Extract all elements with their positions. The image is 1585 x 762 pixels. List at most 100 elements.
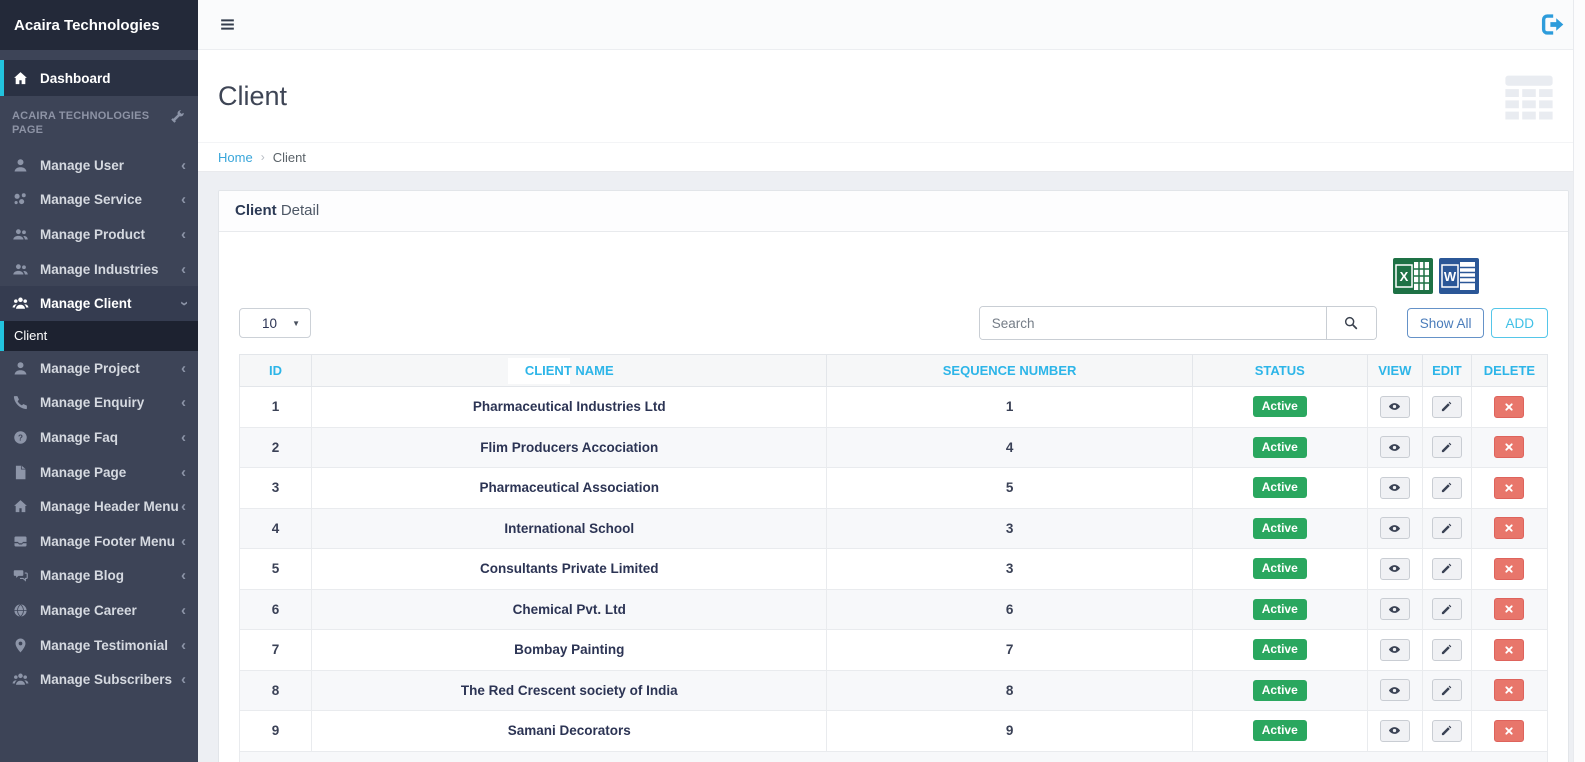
chevron-left-icon <box>181 465 186 480</box>
edit-button[interactable] <box>1431 719 1462 742</box>
table-row: 2 Flim Producers Accociation 4 Active <box>238 426 1549 468</box>
header-edit: EDIT <box>1421 354 1472 387</box>
sidebar-item-manage-product[interactable]: Manage Product <box>0 217 198 252</box>
sidebar-subitem-client[interactable]: Client <box>0 320 198 351</box>
chevron-left-icon <box>181 192 186 207</box>
search-button[interactable] <box>1325 307 1376 339</box>
sidebar-item-manage-faq[interactable]: Manage Faq <box>0 420 198 455</box>
edit-button[interactable] <box>1431 557 1462 580</box>
delete-button[interactable] <box>1494 436 1525 459</box>
add-button[interactable]: ADD <box>1491 308 1548 338</box>
delete-button[interactable] <box>1494 517 1525 540</box>
logout-button[interactable] <box>1538 11 1565 38</box>
header-status[interactable]: STATUS <box>1191 354 1368 387</box>
phone-icon <box>12 394 30 411</box>
table-row: 8 The Red Crescent society of India 8 Ac… <box>238 669 1549 711</box>
view-button[interactable] <box>1379 395 1410 418</box>
caret-down-icon: ▼ <box>292 318 300 328</box>
table-row: 9 Samani Decorators 9 Active <box>238 710 1549 752</box>
sidebar-item-manage-testimonial[interactable]: Manage Testimonial <box>0 628 198 663</box>
sidebar-item-manage-footer-menu[interactable]: Manage Footer Menu <box>0 524 198 559</box>
header-id[interactable]: ID <box>238 354 313 387</box>
view-button[interactable] <box>1379 476 1410 499</box>
client-table: ID CLIENT NAME SEQUENCE NUMBER STATUS VI… <box>238 354 1549 752</box>
sidebar-item-manage-user[interactable]: Manage User <box>0 148 198 183</box>
page-scrollbar[interactable] <box>1573 0 1585 762</box>
table-row: 1 Pharmaceutical Industries Ltd 1 Active <box>238 386 1549 428</box>
chevron-left-icon <box>181 227 186 242</box>
breadcrumb-home-link[interactable]: Home <box>218 149 253 165</box>
x-icon <box>1504 483 1514 493</box>
cell-client-name: Pharmaceutical Association <box>311 467 828 509</box>
edit-button[interactable] <box>1431 517 1462 540</box>
sidebar-item-manage-client[interactable]: Manage Client <box>0 286 198 321</box>
search-input[interactable] <box>979 307 1326 339</box>
header-client-name[interactable]: CLIENT NAME <box>311 354 828 387</box>
status-badge: Active <box>1252 679 1307 701</box>
eye-icon <box>1388 562 1401 575</box>
view-button[interactable] <box>1379 517 1410 540</box>
user-icon <box>12 157 30 174</box>
delete-button[interactable] <box>1494 557 1525 580</box>
pencil-icon <box>1440 400 1453 413</box>
app-title: Acaira Technologies <box>0 0 198 50</box>
menu-toggle-button[interactable] <box>218 15 237 34</box>
x-icon <box>1504 523 1514 533</box>
breadcrumb-current: Client <box>272 149 306 165</box>
table-row-partial <box>239 751 1548 762</box>
cell-sequence-number: 3 <box>826 507 1193 549</box>
sidebar-item-dashboard[interactable]: Dashboard <box>0 60 198 96</box>
comments-icon <box>12 567 30 584</box>
chevron-left-icon <box>181 638 186 653</box>
view-button[interactable] <box>1379 638 1410 661</box>
edit-button[interactable] <box>1431 638 1462 661</box>
delete-button[interactable] <box>1494 679 1525 702</box>
sidebar-item-manage-service[interactable]: Manage Service <box>0 183 198 218</box>
sidebar-item-manage-enquiry[interactable]: Manage Enquiry <box>0 386 198 421</box>
view-button[interactable] <box>1379 719 1410 742</box>
view-button[interactable] <box>1379 598 1410 621</box>
user-icon <box>12 360 30 377</box>
panel-title: Client Detail <box>219 191 1568 232</box>
edit-button[interactable] <box>1431 598 1462 621</box>
sidebar-item-manage-blog[interactable]: Manage Blog <box>0 559 198 594</box>
sidebar-item-manage-career[interactable]: Manage Career <box>0 593 198 628</box>
cell-sequence-number: 1 <box>826 386 1193 428</box>
delete-button[interactable] <box>1494 638 1525 661</box>
header-sequence-number[interactable]: SEQUENCE NUMBER <box>826 354 1193 387</box>
client-table-body: 1 Pharmaceutical Industries Ltd 1 Active… <box>238 386 1549 752</box>
export-excel-button[interactable] <box>1393 258 1433 294</box>
delete-button[interactable] <box>1494 476 1525 499</box>
view-button[interactable] <box>1379 679 1410 702</box>
cell-client-name: Chemical Pvt. Ltd <box>311 588 828 630</box>
pencil-icon <box>1440 522 1453 535</box>
pencil-icon <box>1440 643 1453 656</box>
export-word-button[interactable] <box>1439 258 1479 294</box>
page-size-select[interactable]: 10 ▼ <box>239 308 311 338</box>
cogs-icon <box>12 191 30 208</box>
table-header-row: ID CLIENT NAME SEQUENCE NUMBER STATUS VI… <box>238 354 1549 387</box>
sidebar-item-manage-page[interactable]: Manage Page <box>0 455 198 490</box>
edit-button[interactable] <box>1431 395 1462 418</box>
edit-button[interactable] <box>1431 476 1462 499</box>
sidebar-item-manage-header-menu[interactable]: Manage Header Menu <box>0 489 198 524</box>
cell-id: 3 <box>238 467 313 509</box>
delete-button[interactable] <box>1494 598 1525 621</box>
delete-button[interactable] <box>1494 719 1525 742</box>
status-badge: Active <box>1252 720 1307 742</box>
cell-client-name: Consultants Private Limited <box>311 548 828 590</box>
chevron-left-icon <box>181 499 186 514</box>
delete-button[interactable] <box>1494 395 1525 418</box>
table-row: 4 International School 3 Active <box>238 507 1549 549</box>
show-all-button[interactable]: Show All <box>1406 308 1485 338</box>
sidebar-item-manage-project[interactable]: Manage Project <box>0 351 198 386</box>
view-button[interactable] <box>1379 436 1410 459</box>
sidebar-item-label: Manage Career <box>40 602 137 618</box>
sidebar-item-manage-subscribers[interactable]: Manage Subscribers <box>0 662 198 697</box>
sidebar-item-manage-industries[interactable]: Manage Industries <box>0 252 198 287</box>
view-button[interactable] <box>1379 557 1410 580</box>
edit-button[interactable] <box>1431 436 1462 459</box>
cell-id: 7 <box>238 629 313 671</box>
sidebar-item-label: Manage Testimonial <box>40 637 169 653</box>
edit-button[interactable] <box>1431 679 1462 702</box>
